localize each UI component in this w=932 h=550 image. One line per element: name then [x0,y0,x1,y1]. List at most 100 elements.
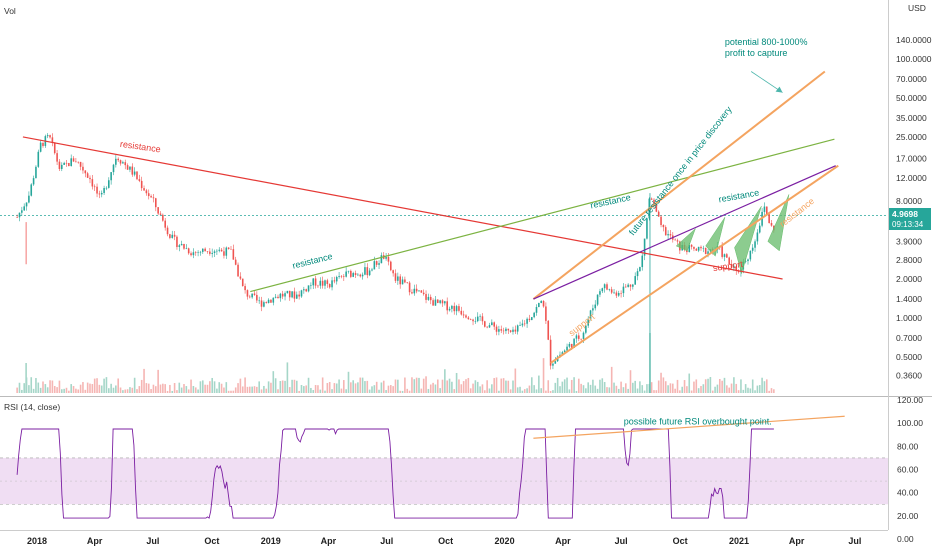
volume-bar [587,382,589,393]
volume-bar [697,388,700,393]
candle-body [32,178,35,185]
volume-bar [575,390,578,393]
candle-body [615,292,618,296]
volume-bar [239,378,242,393]
candle-body [253,293,256,295]
candle-body [500,329,503,331]
candle-body [232,249,235,260]
volume-bar [314,384,317,393]
candle-body [587,319,589,326]
volume-bar [401,390,404,393]
candle-body [28,195,30,203]
candle-body [575,335,578,339]
candle-body [138,179,141,181]
volume-bar [216,388,218,393]
candle-body [758,225,761,233]
candle-body [342,276,345,277]
volume-bar [580,383,582,393]
volume-bar [274,378,277,393]
volume-bar [763,381,766,393]
candle-body [154,198,157,208]
volume-bar [256,386,258,393]
candle-body [613,292,615,294]
volume-bar [573,377,575,393]
candle-body [577,335,580,339]
candle-body [56,153,58,162]
candle-body [157,207,159,214]
volume-bar [28,385,30,393]
candle-body [227,247,230,249]
volume-bar [288,387,291,393]
volume-bar [107,388,110,393]
volume-bar [610,366,613,393]
candle-body [399,276,401,285]
candle-body [79,161,82,167]
volume-bar [63,388,65,393]
volume-bar [747,387,749,393]
candle-body [526,318,528,324]
candle-body [239,276,242,279]
candle-body [176,236,178,247]
volume-bar [79,384,82,393]
candle-body [554,361,557,364]
candle-body [479,316,481,317]
candle-body [361,274,364,277]
volume-bar [664,381,667,393]
volume-bar [563,379,566,393]
volume-bar [382,380,385,393]
volume-bar [359,377,362,393]
time-tick-label: Apr [87,536,103,546]
volume-bar [338,379,340,393]
volume-bar [688,373,691,393]
candle-body [397,276,399,281]
candle-body [171,234,174,238]
candle-body [570,343,573,348]
candle-body [380,255,383,264]
annotation-arrow [750,71,783,93]
candle-body [133,171,136,175]
candle-body [472,319,474,322]
time-tick-label: 2018 [27,536,47,546]
volume-bar [98,384,101,393]
volume-bar [244,377,246,393]
volume-bar [270,382,272,393]
candle-body [270,299,272,303]
volume-bar [754,390,756,393]
candle-body [98,193,101,195]
candle-body [422,292,425,295]
volume-bar [620,381,622,393]
candle-body [676,240,679,242]
candle-body [354,273,357,275]
candle-body [333,280,336,282]
rsi-tick-label: 20.00 [897,511,919,521]
volume-bar [335,383,338,393]
candle-body [46,135,49,137]
volume-bar [185,386,188,393]
candle-body [30,184,33,196]
candle-body [629,284,632,287]
volume-bar [206,384,209,393]
volume-bar [718,379,721,393]
volume-bar [585,388,587,393]
candle-body [357,274,359,276]
volume-bar [263,385,265,393]
candle-body [84,170,87,174]
volume-bar [500,378,503,393]
volume-bar [472,383,474,393]
last-price-badge [889,208,931,230]
volume-bar [441,379,444,393]
candle-body [185,248,188,249]
volume-bar [89,383,91,393]
candle-body [702,247,705,249]
candle-body [140,180,143,189]
candle-body [352,273,354,277]
volume-bar [643,390,646,393]
volume-bar [375,381,378,393]
candle-body [152,197,155,199]
candle-body [451,305,453,309]
volume-bar [606,387,608,393]
price-tick-label: 17.0000 [896,154,927,164]
volume-bar [178,382,181,393]
price-tick-label: 8.0000 [896,196,922,206]
